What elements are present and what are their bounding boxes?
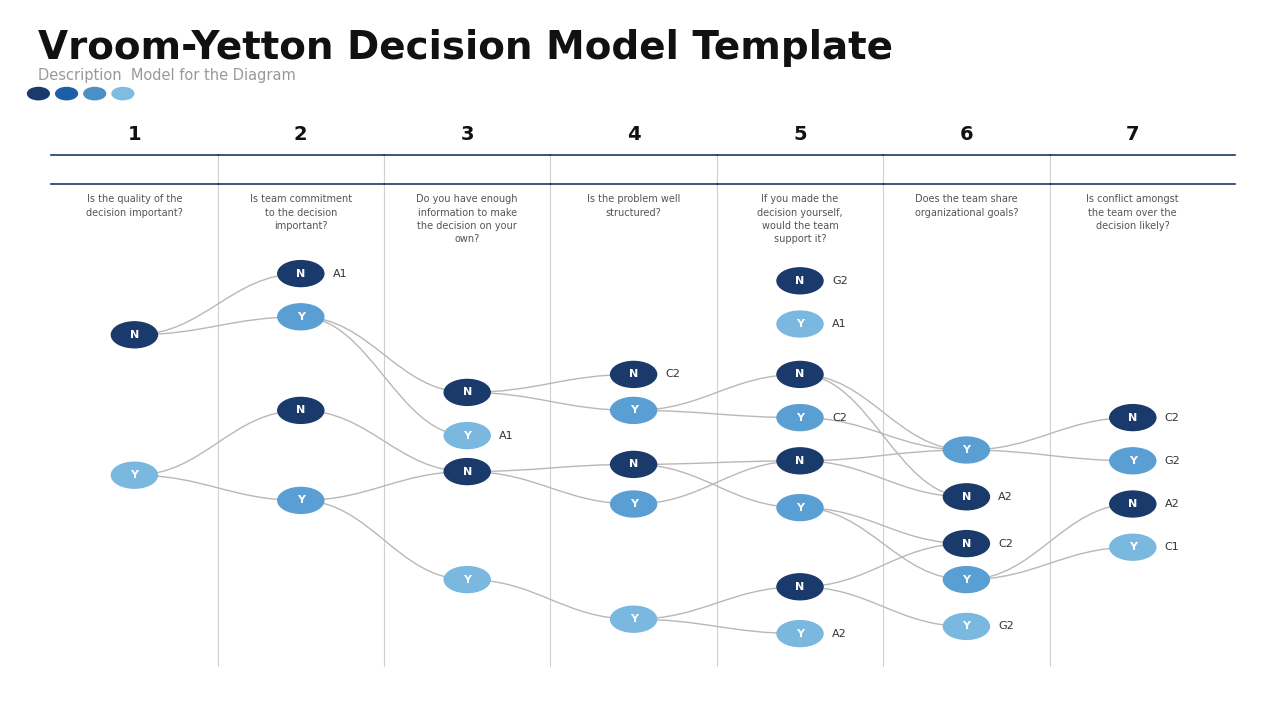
- Circle shape: [444, 567, 490, 593]
- Text: Is team commitment
to the decision
important?: Is team commitment to the decision impor…: [250, 194, 352, 231]
- Text: N: N: [1128, 413, 1138, 423]
- Text: A1: A1: [832, 319, 846, 329]
- Text: Y: Y: [963, 575, 970, 585]
- Text: Y: Y: [131, 470, 138, 480]
- Text: 1: 1: [128, 125, 141, 144]
- Text: 3: 3: [461, 125, 474, 144]
- Text: C2: C2: [1165, 413, 1180, 423]
- Text: 6: 6: [960, 125, 973, 144]
- Text: Y: Y: [796, 503, 804, 513]
- Circle shape: [444, 459, 490, 485]
- Text: Y: Y: [630, 405, 637, 415]
- Text: G2: G2: [998, 621, 1014, 631]
- Text: Y: Y: [297, 495, 305, 505]
- Text: 5: 5: [794, 125, 806, 144]
- Text: Is conflict amongst
the team over the
decision likely?: Is conflict amongst the team over the de…: [1087, 194, 1179, 231]
- Text: G2: G2: [1165, 456, 1180, 466]
- Circle shape: [611, 491, 657, 517]
- Text: Y: Y: [796, 413, 804, 423]
- Text: N: N: [129, 330, 140, 340]
- Circle shape: [84, 87, 105, 99]
- Text: C1: C1: [1165, 542, 1180, 552]
- Text: Description  Model for the Diagram: Description Model for the Diagram: [38, 68, 296, 84]
- Text: N: N: [1128, 499, 1138, 509]
- Circle shape: [1110, 448, 1156, 474]
- Circle shape: [943, 484, 989, 510]
- Text: A1: A1: [333, 269, 347, 279]
- Circle shape: [278, 261, 324, 287]
- Circle shape: [777, 405, 823, 431]
- Circle shape: [611, 451, 657, 477]
- Text: N: N: [296, 405, 306, 415]
- Text: 7: 7: [1126, 125, 1139, 144]
- Circle shape: [777, 495, 823, 521]
- Text: G2: G2: [832, 276, 847, 286]
- Text: Y: Y: [630, 499, 637, 509]
- Circle shape: [943, 613, 989, 639]
- Circle shape: [777, 268, 823, 294]
- Text: Y: Y: [630, 614, 637, 624]
- Text: 4: 4: [627, 125, 640, 144]
- Circle shape: [28, 87, 50, 99]
- Circle shape: [777, 621, 823, 647]
- Circle shape: [943, 531, 989, 557]
- Text: A2: A2: [998, 492, 1014, 502]
- Circle shape: [943, 567, 989, 593]
- Circle shape: [56, 87, 77, 99]
- Circle shape: [278, 304, 324, 330]
- Text: C2: C2: [832, 413, 847, 423]
- Text: N: N: [296, 269, 306, 279]
- Text: Y: Y: [963, 621, 970, 631]
- Text: N: N: [795, 456, 805, 466]
- Circle shape: [777, 448, 823, 474]
- Circle shape: [611, 606, 657, 632]
- Circle shape: [444, 379, 490, 405]
- Text: N: N: [961, 492, 972, 502]
- Text: Y: Y: [297, 312, 305, 322]
- Circle shape: [1110, 491, 1156, 517]
- Circle shape: [111, 462, 157, 488]
- Text: N: N: [462, 467, 472, 477]
- Text: Do you have enough
information to make
the decision on your
own?: Do you have enough information to make t…: [416, 194, 518, 244]
- Circle shape: [777, 311, 823, 337]
- Text: A2: A2: [832, 629, 847, 639]
- Text: Y: Y: [463, 575, 471, 585]
- Text: Is the problem well
structured?: Is the problem well structured?: [588, 194, 680, 217]
- Text: 2: 2: [294, 125, 307, 144]
- Text: Y: Y: [963, 445, 970, 455]
- Text: N: N: [628, 369, 639, 379]
- Text: Does the team share
organizational goals?: Does the team share organizational goals…: [915, 194, 1018, 217]
- Text: Vroom-Yetton Decision Model Template: Vroom-Yetton Decision Model Template: [38, 29, 893, 67]
- Circle shape: [943, 437, 989, 463]
- Circle shape: [278, 397, 324, 423]
- Text: A2: A2: [1165, 499, 1180, 509]
- Text: Y: Y: [463, 431, 471, 441]
- Text: N: N: [628, 459, 639, 469]
- Text: C2: C2: [666, 369, 681, 379]
- Text: C2: C2: [998, 539, 1014, 549]
- Circle shape: [1110, 534, 1156, 560]
- Text: Y: Y: [796, 319, 804, 329]
- Circle shape: [113, 87, 133, 99]
- Circle shape: [444, 423, 490, 449]
- Text: N: N: [795, 582, 805, 592]
- Text: A1: A1: [499, 431, 513, 441]
- Text: N: N: [462, 387, 472, 397]
- Text: N: N: [961, 539, 972, 549]
- Circle shape: [611, 361, 657, 387]
- Text: N: N: [795, 369, 805, 379]
- Text: Is the quality of the
decision important?: Is the quality of the decision important…: [86, 194, 183, 217]
- Circle shape: [611, 397, 657, 423]
- Circle shape: [1110, 405, 1156, 431]
- Circle shape: [777, 574, 823, 600]
- Circle shape: [777, 361, 823, 387]
- Text: If you made the
decision yourself,
would the team
support it?: If you made the decision yourself, would…: [758, 194, 842, 244]
- Text: Y: Y: [796, 629, 804, 639]
- Text: N: N: [795, 276, 805, 286]
- Circle shape: [278, 487, 324, 513]
- Circle shape: [111, 322, 157, 348]
- Text: Y: Y: [1129, 542, 1137, 552]
- Text: Y: Y: [1129, 456, 1137, 466]
